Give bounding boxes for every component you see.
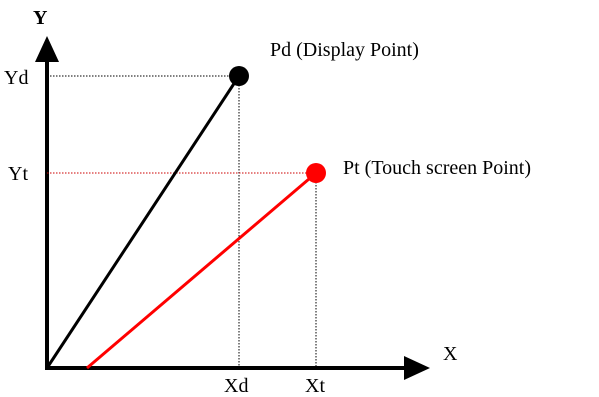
y-axis-arrowhead [35,36,59,62]
touch-point-guides [47,172,317,368]
x-axis-arrowhead [404,356,430,380]
display-point-label: Pd (Display Point) [270,39,419,61]
x-tick-xt: Xt [305,375,325,397]
x-tick-xd: Xd [224,375,248,397]
display-point-guides [47,75,240,368]
y-tick-yd: Yd [4,67,28,89]
y-tick-yt: Yt [8,163,28,185]
y-axis-title: Y [33,7,48,29]
touch-point-vector [86,171,317,370]
x-axis-title: X [443,343,458,365]
display-point-vector [45,75,241,369]
touch-point-label: Pt (Touch screen Point) [343,157,531,179]
touch-point-marker [306,163,326,183]
display-point-marker [229,66,249,86]
axes [35,36,430,380]
